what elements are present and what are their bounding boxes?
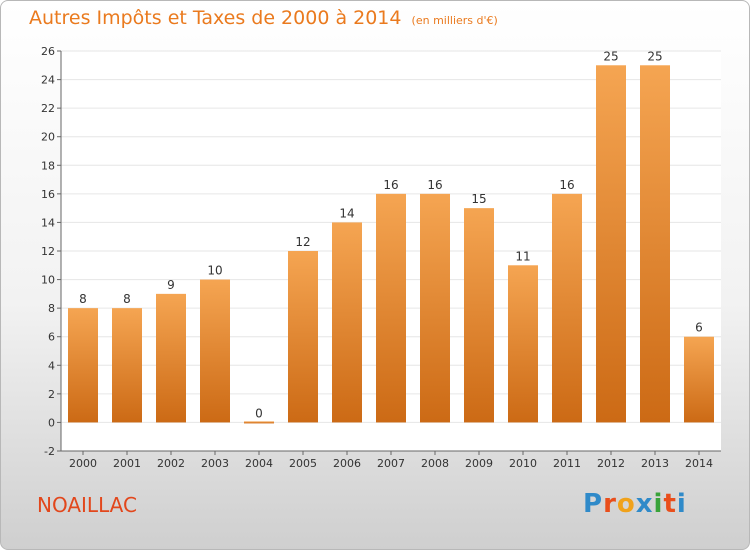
logo-letter: P: [583, 489, 604, 519]
data-label-2008: 16: [427, 178, 442, 192]
bar-2001: [112, 308, 142, 423]
x-tick-label-2002: 2002: [157, 457, 185, 470]
data-label-2005: 12: [295, 235, 310, 249]
chart-subtitle: (en milliers d'€): [411, 14, 498, 27]
data-label-2000: 8: [79, 292, 87, 306]
x-tick-label-2012: 2012: [597, 457, 625, 470]
bar-2012: [596, 65, 626, 423]
x-tick-label-2009: 2009: [465, 457, 493, 470]
logo-letter: r: [603, 489, 617, 519]
data-label-2010: 11: [515, 249, 530, 263]
y-tick-label: 6: [48, 331, 55, 344]
bar-2003: [200, 279, 230, 423]
y-tick-label: 2: [48, 388, 55, 401]
x-tick-label-2006: 2006: [333, 457, 361, 470]
x-tick-label-2004: 2004: [245, 457, 273, 470]
data-label-2009: 15: [471, 192, 486, 206]
data-label-2002: 9: [167, 278, 175, 292]
x-tick-label-2008: 2008: [421, 457, 449, 470]
data-label-2006: 14: [339, 206, 354, 220]
bar-2000: [68, 308, 98, 423]
x-tick-label-2003: 2003: [201, 457, 229, 470]
y-tick-label: 8: [48, 302, 55, 315]
bar-2010: [508, 265, 538, 423]
proxiti-logo: Proxiti: [583, 489, 687, 519]
x-tick-label-2014: 2014: [685, 457, 713, 470]
y-tick-label: -2: [44, 445, 55, 458]
y-tick-label: 10: [41, 274, 55, 287]
logo-letter: i: [676, 489, 687, 519]
bar-2013: [640, 65, 670, 423]
bar-2011: [552, 193, 582, 423]
data-label-2011: 16: [559, 178, 574, 192]
x-tick-label-2001: 2001: [113, 457, 141, 470]
x-tick-label-2000: 2000: [69, 457, 97, 470]
x-tick-label-2010: 2010: [509, 457, 537, 470]
y-tick-label: 24: [41, 74, 55, 87]
y-tick-label: 0: [48, 416, 55, 429]
data-label-2007: 16: [383, 178, 398, 192]
logo-letter: o: [616, 489, 636, 519]
y-tick-label: 12: [41, 245, 55, 258]
x-tick-label-2011: 2011: [553, 457, 581, 470]
y-tick-label: 14: [41, 216, 55, 229]
data-label-2013: 25: [647, 49, 662, 63]
bar-2002: [156, 293, 186, 423]
data-label-2014: 6: [695, 321, 703, 335]
y-tick-label: 16: [41, 188, 55, 201]
bar-2005: [288, 251, 318, 423]
logo-letter: x: [635, 489, 654, 519]
bar-2006: [332, 222, 362, 423]
x-tick-label-2007: 2007: [377, 457, 405, 470]
logo-letter: t: [663, 489, 677, 519]
chart-title: Autres Impôts et Taxes de 2000 à 2014 (e…: [29, 7, 498, 29]
data-label-2003: 10: [207, 264, 222, 278]
data-label-2004: 0: [255, 406, 263, 420]
chart-title-text: Autres Impôts et Taxes de 2000 à 2014: [29, 7, 402, 29]
bar-2004: [244, 421, 274, 424]
logo-letter: i: [653, 489, 664, 519]
x-tick-label-2005: 2005: [289, 457, 317, 470]
y-tick-label: 18: [41, 159, 55, 172]
y-tick-label: 26: [41, 45, 55, 58]
bar-2007: [376, 193, 406, 423]
location-name: NOAILLAC: [37, 493, 137, 517]
bar-2014: [684, 336, 714, 423]
y-tick-label: 22: [41, 102, 55, 115]
data-label-2012: 25: [603, 49, 618, 63]
bar-2008: [420, 193, 450, 423]
data-label-2001: 8: [123, 292, 131, 306]
x-tick-label-2013: 2013: [641, 457, 669, 470]
bar-2009: [464, 208, 494, 423]
y-tick-label: 20: [41, 131, 55, 144]
y-tick-label: 4: [48, 359, 55, 372]
